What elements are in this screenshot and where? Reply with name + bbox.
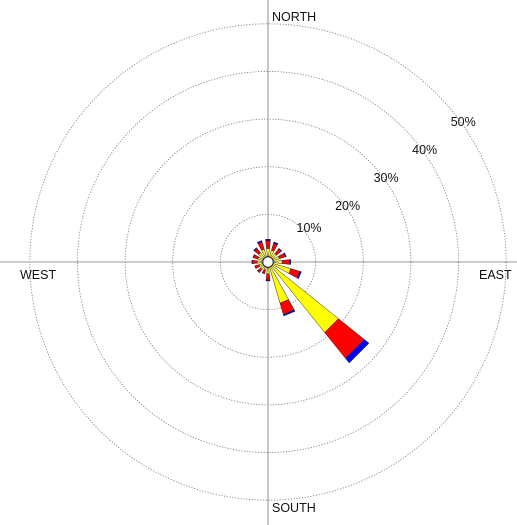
ring-label-50: 50% — [451, 115, 476, 129]
petal-315-band-2 — [253, 247, 258, 252]
petal-270-band-1 — [252, 260, 258, 264]
petal-292.5-band-2 — [252, 254, 255, 259]
petal-180-band-0 — [266, 266, 270, 275]
petal-202.5-band-2 — [261, 272, 265, 275]
petal-0-band-1 — [265, 240, 271, 249]
petal-180-band-1 — [265, 273, 271, 281]
ring-20 — [172, 166, 364, 358]
direction-label-north: NORTH — [272, 10, 316, 24]
ring-label-20: 20% — [335, 199, 360, 213]
petal-0-band-2 — [265, 239, 271, 241]
petal-135-band-2 — [345, 339, 370, 364]
petal-337.5-band-2 — [256, 240, 263, 244]
petal-112.5-band-2 — [296, 271, 302, 280]
ring-30 — [124, 118, 412, 406]
direction-label-east: EAST — [479, 268, 512, 282]
petal-22.5-band-2 — [273, 241, 279, 246]
petal-90-band-2 — [289, 259, 291, 265]
ring-label-10: 10% — [297, 221, 322, 235]
petal-90-band-0 — [272, 260, 283, 264]
chart-labels: NORTH EAST SOUTH WEST 10% 20% 30% 40% 50% — [20, 10, 512, 515]
petal-247.5-band-2 — [254, 265, 257, 269]
petal-225-band-2 — [256, 270, 260, 274]
ring-40 — [77, 71, 459, 453]
petal-180-band-2 — [265, 279, 271, 282]
ring-label-40: 40% — [412, 143, 437, 157]
calm-circle — [262, 256, 274, 268]
petal-67.5-band-2 — [283, 252, 287, 258]
ring-label-30: 30% — [374, 171, 399, 185]
petal-157.5-band-2 — [283, 309, 296, 317]
ring-50 — [29, 23, 507, 501]
ring-10 — [219, 213, 317, 311]
direction-label-south: SOUTH — [272, 501, 316, 515]
wind-petals — [251, 239, 370, 364]
direction-label-west: WEST — [20, 268, 56, 282]
petal-90-band-1 — [281, 259, 291, 265]
petal-45-band-2 — [278, 247, 283, 252]
petal-0-band-0 — [266, 248, 270, 258]
